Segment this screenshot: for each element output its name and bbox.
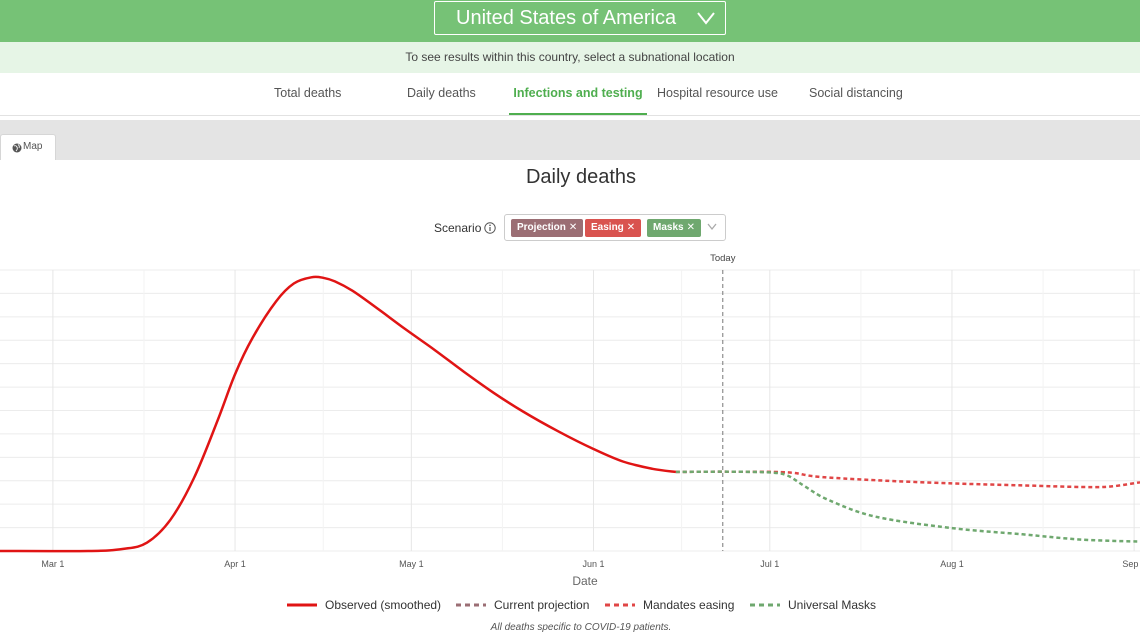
legend-swatch xyxy=(456,603,486,607)
chevron-down-icon xyxy=(697,12,715,25)
footnote: All deaths specific to COVID-19 patients… xyxy=(490,622,672,633)
x-tick-label: Mar 1 xyxy=(41,559,64,569)
scenario-select[interactable]: Projection ✕ Easing ✕ Masks ✕ xyxy=(504,214,726,241)
close-icon[interactable]: ✕ xyxy=(568,222,578,233)
series-universal-masks xyxy=(675,470,1140,543)
legend-swatch xyxy=(750,603,780,607)
legend-label: Current projection xyxy=(494,598,590,612)
legend-label: Universal Masks xyxy=(788,598,877,612)
today-label: Today xyxy=(710,253,736,264)
chart-title: Daily deaths xyxy=(525,166,637,188)
chevron-down-icon[interactable] xyxy=(707,223,717,231)
legend-swatch xyxy=(287,603,317,607)
legend-label: Mandates easing xyxy=(643,598,735,612)
close-icon[interactable]: ✕ xyxy=(626,222,636,233)
x-tick-label: Apr 1 xyxy=(224,559,246,569)
tab-total-deaths[interactable]: Total deaths xyxy=(274,86,342,100)
chip-projection-label: Projection xyxy=(517,222,566,233)
legend-label: Observed (smoothed) xyxy=(325,598,442,612)
x-axis-title: Date xyxy=(572,574,598,588)
view-tab-strip xyxy=(0,120,1140,160)
country-name: United States of America xyxy=(456,7,677,29)
tab-daily-deaths[interactable]: Daily deaths xyxy=(407,86,476,100)
country-select[interactable]: United States of America xyxy=(434,1,726,35)
globe-icon xyxy=(12,143,22,153)
tab-infections-and-testing[interactable]: Infections and testing xyxy=(509,73,647,115)
x-tick-label: Aug 1 xyxy=(940,559,964,569)
tab-hospital-resource-use[interactable]: Hospital resource use xyxy=(657,86,778,100)
close-icon[interactable]: ✕ xyxy=(686,222,695,233)
legend: Observed (smoothed) Current projection M… xyxy=(0,596,1140,614)
series-observed-smoothed xyxy=(0,275,676,553)
scenario-label: Scenario xyxy=(434,221,482,235)
top-bar: United States of America xyxy=(0,0,1140,42)
x-tick-label: Jul 1 xyxy=(760,559,779,569)
legend-swatch xyxy=(605,603,635,607)
chip-masks-label: Masks xyxy=(653,222,684,233)
chip-masks[interactable]: Masks ✕ xyxy=(647,219,701,237)
tab-bar: Total deaths Daily deaths Infections and… xyxy=(0,73,1140,116)
map-tab-label: Map xyxy=(23,141,43,152)
info-icon[interactable] xyxy=(484,222,496,234)
chip-easing-label: Easing xyxy=(591,222,624,233)
chip-easing[interactable]: Easing ✕ xyxy=(585,219,642,237)
subnational-hint: To see results within this country, sele… xyxy=(0,42,1140,73)
x-tick-label: Sep 1 xyxy=(1122,559,1140,569)
x-tick-label: May 1 xyxy=(399,559,424,569)
series-mandates-easing xyxy=(675,470,1140,489)
daily-deaths-plot: Mar 1 Apr 1 May 1 Jun 1 Jul 1 Aug 1 Sep 1 Today xyxy=(0,253,1140,569)
x-tick-label: Jun 1 xyxy=(582,559,604,569)
chip-projection[interactable]: Projection ✕ xyxy=(511,219,584,237)
tab-map[interactable]: Map xyxy=(0,134,56,160)
tab-social-distancing[interactable]: Social distancing xyxy=(809,86,903,100)
